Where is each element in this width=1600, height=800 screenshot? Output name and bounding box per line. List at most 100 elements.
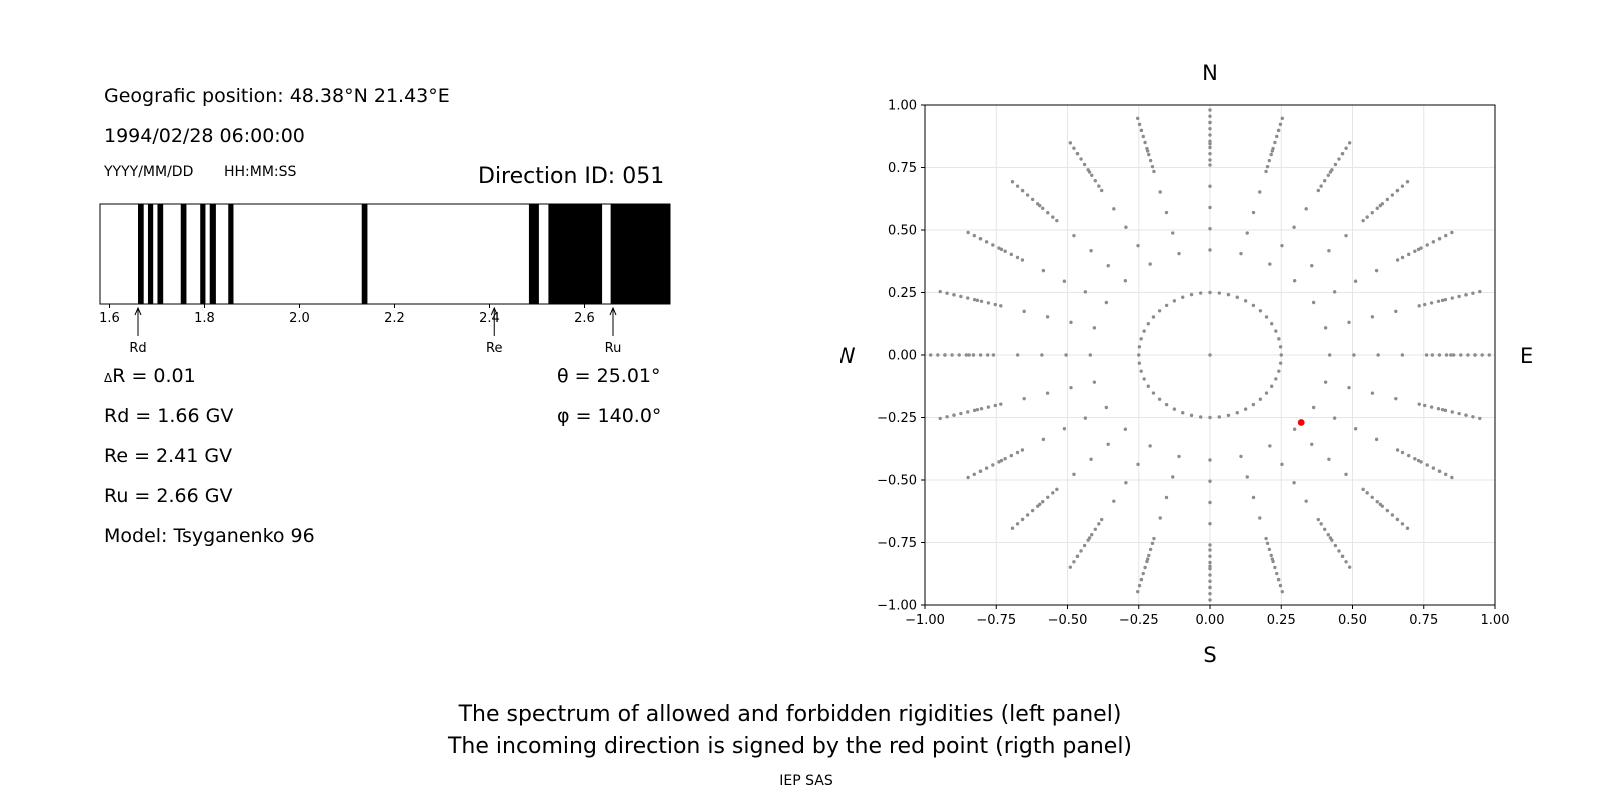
grid-point: [1353, 279, 1358, 283]
grid-point: [1352, 353, 1356, 357]
grid-point: [1450, 410, 1454, 414]
grid-point: [964, 353, 969, 357]
grid-point: [991, 353, 996, 357]
grid-point: [975, 407, 980, 412]
grid-point: [1243, 299, 1248, 303]
grid-point: [1151, 391, 1156, 395]
grid-point: [1009, 453, 1014, 458]
grid-point: [986, 405, 991, 409]
grid-point: [1375, 206, 1379, 210]
delta-r-value: ΔR = 0.01: [104, 365, 196, 387]
grid-point: [1208, 163, 1212, 167]
grid-point: [1279, 353, 1283, 357]
grid-point: [1089, 457, 1093, 461]
grid-point: [1425, 463, 1429, 467]
grid-point: [1164, 495, 1169, 500]
grid-point: [966, 296, 970, 300]
grid-point: [986, 353, 990, 357]
grid-point: [966, 230, 970, 235]
grid-point: [1423, 302, 1427, 307]
grid-point: [1395, 517, 1400, 522]
grid-point: [938, 416, 942, 421]
grid-point: [1478, 289, 1482, 294]
grid-point: [1143, 565, 1147, 570]
grid-point: [1009, 252, 1014, 257]
spectrum-frame: [99, 203, 671, 305]
grid-point: [1139, 337, 1143, 341]
grid-point: [1395, 188, 1400, 193]
y-tick-label: −0.50: [877, 474, 917, 489]
y-tick-label: −1.00: [877, 599, 917, 614]
grid-point: [1269, 152, 1273, 157]
grid-point: [972, 472, 976, 477]
grid-point: [1208, 458, 1212, 462]
grid-point: [978, 237, 983, 241]
grid-point: [1041, 206, 1045, 210]
grid-point: [1323, 527, 1327, 531]
grid-point: [1072, 146, 1076, 150]
grid-point: [1245, 231, 1249, 235]
grid-point: [1208, 139, 1212, 143]
grid-point: [1189, 413, 1194, 418]
grid-point: [1304, 207, 1308, 211]
footer-line-2: The incoming direction is signed by the …: [447, 734, 1133, 759]
grid-point: [1148, 262, 1152, 266]
grid-point: [1208, 522, 1212, 526]
forbidden-band: [180, 204, 187, 304]
grid-point: [1064, 353, 1068, 357]
grid-point: [1400, 450, 1405, 455]
compass-south: S: [1203, 643, 1216, 667]
grid-point: [1419, 246, 1423, 250]
grid-point: [1319, 522, 1323, 526]
grid-point: [1413, 457, 1417, 461]
grid-point: [1374, 437, 1379, 442]
grid-point: [1429, 301, 1434, 305]
grid-point: [1035, 504, 1040, 508]
grid-point: [1390, 513, 1395, 517]
grid-point: [1400, 255, 1405, 260]
grid-point: [1365, 491, 1369, 495]
y-tick-label: 0.00: [888, 349, 917, 364]
grid-point: [991, 463, 995, 467]
grid-point: [1051, 491, 1055, 495]
rigidity-spectrum-chart: 1.6 1.8 2.0 2.2 2.4 2.6Rd Re Ru: [99, 203, 671, 356]
grid-point: [993, 302, 997, 307]
grid-point: [1449, 353, 1453, 357]
grid-point: [1010, 180, 1015, 184]
rd-value: Rd = 1.66 GV: [104, 405, 234, 427]
grid-point: [984, 466, 989, 470]
grid-point: [1086, 168, 1090, 172]
grid-point: [1437, 353, 1442, 357]
grid-point: [1264, 391, 1269, 395]
grid-point: [1041, 437, 1046, 442]
grid-point: [1245, 475, 1249, 479]
grid-point: [1147, 152, 1151, 157]
grid-point: [1208, 152, 1212, 156]
grid-point: [986, 301, 991, 305]
compass-east: E: [1520, 344, 1533, 368]
y-tick-label: −0.75: [877, 536, 917, 551]
grid-point: [1079, 549, 1083, 553]
grid-point: [1003, 457, 1007, 461]
grid-point: [1423, 403, 1427, 408]
grid-point: [1425, 243, 1429, 247]
grid-point: [978, 469, 983, 473]
grid-point: [1208, 120, 1212, 125]
grid-point: [1020, 258, 1025, 262]
compass-north: N: [1202, 61, 1218, 85]
grid-point: [1430, 353, 1434, 357]
grid-point: [1376, 353, 1380, 357]
grid-point: [1271, 559, 1275, 564]
spectrum-tick-label: 1.8: [194, 311, 215, 326]
grid-point: [1274, 377, 1278, 381]
grid-point: [1062, 279, 1067, 283]
grid-point: [1030, 197, 1035, 202]
grid-point: [1217, 415, 1221, 419]
grid-point: [1208, 158, 1212, 162]
x-tick-label: −0.75: [976, 613, 1016, 628]
grid-point: [1097, 522, 1101, 526]
grid-point: [1327, 249, 1331, 253]
grid-point: [1208, 142, 1212, 146]
grid-point: [1150, 164, 1155, 169]
grid-point: [929, 353, 933, 357]
